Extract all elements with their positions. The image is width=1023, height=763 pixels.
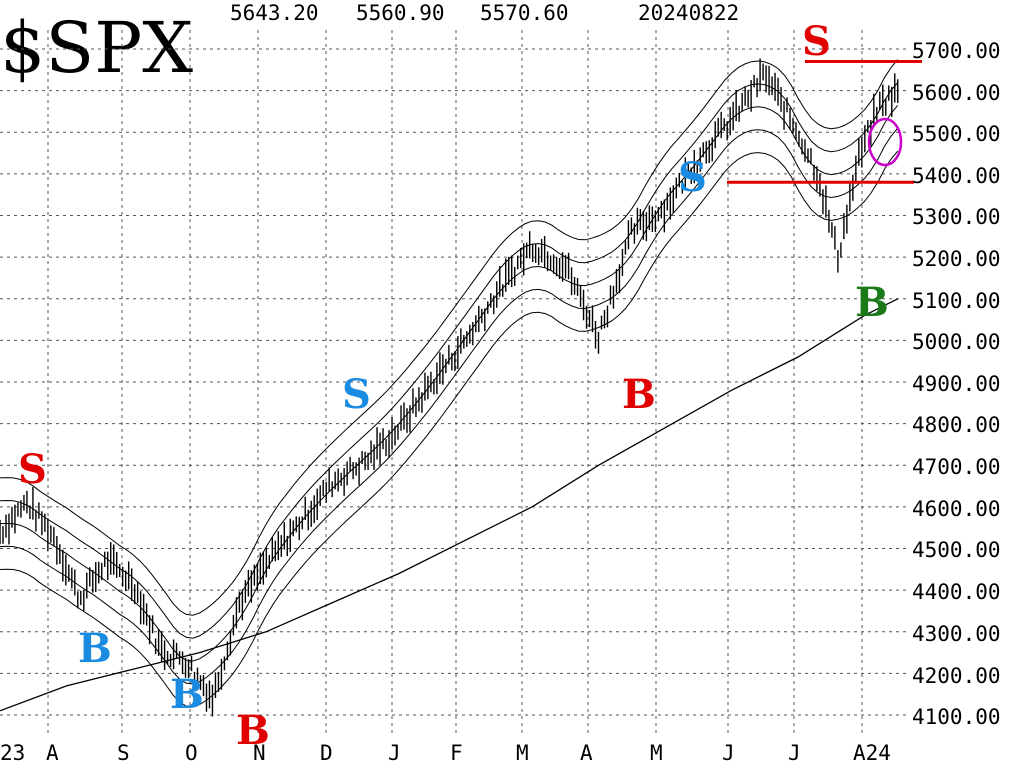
buy-signal-label: B (170, 671, 204, 718)
x-tick-label: J (788, 741, 801, 763)
y-tick-label: 5100.00 (912, 289, 1001, 313)
y-tick-label: 4900.00 (912, 372, 1001, 396)
x-tick-label: M (650, 741, 663, 763)
x-tick-label: 23 (0, 741, 25, 763)
x-tick-label: A (580, 741, 593, 763)
band-line (0, 59, 899, 616)
buy-signal-label: B (855, 279, 889, 326)
header-date: 20240822 (638, 1, 739, 25)
buy-signal-label: B (78, 625, 112, 672)
x-tick-label: J (722, 741, 735, 763)
y-tick-label: 4800.00 (912, 413, 1001, 437)
x-tick-label: D (320, 741, 333, 763)
header-value-2: 5560.90 (356, 1, 445, 25)
y-tick-label: 4400.00 (912, 580, 1001, 604)
y-tick-label: 5200.00 (912, 247, 1001, 271)
header-value-3: 5570.60 (480, 1, 569, 25)
x-tick-label: N (253, 741, 266, 763)
buy-signal-label: B (236, 707, 270, 754)
band-line (0, 150, 899, 708)
x-tick-label: S (117, 741, 130, 763)
header-value-1: 5643.20 (230, 1, 319, 25)
x-tick-label: A24 (853, 741, 891, 763)
x-tick-label: J (388, 741, 401, 763)
price-series (0, 58, 899, 717)
y-tick-label: 5700.00 (912, 39, 1001, 63)
y-tick-label: 5600.00 (912, 81, 1001, 105)
x-tick-label: A (46, 741, 59, 763)
y-tick-label: 4600.00 (912, 497, 1001, 521)
y-tick-label: 5500.00 (912, 122, 1001, 146)
chart-title: $SPX (0, 7, 193, 89)
grid (0, 30, 908, 735)
sell-signal-label: S (802, 18, 831, 65)
x-axis-labels: 23 A S O N D J F M A M J J A24 (0, 741, 891, 763)
x-tick-label: M (516, 741, 529, 763)
y-axis-labels: 4100.00 4200.00 4300.00 4400.00 4500.00 … (912, 39, 1001, 729)
y-tick-label: 4300.00 (912, 622, 1001, 646)
sell-signal-label: S (678, 154, 707, 201)
y-tick-label: 5300.00 (912, 205, 1001, 229)
sell-signal-label: S (18, 446, 47, 493)
band-line (0, 82, 899, 639)
y-tick-label: 5400.00 (912, 164, 1001, 188)
buy-signal-label: B (622, 371, 656, 418)
signal-annotations: S B B B S B S S B (18, 18, 889, 754)
long-moving-average-line (0, 298, 899, 712)
sell-signal-label: S (342, 371, 371, 418)
x-tick-label: F (450, 741, 463, 763)
x-tick-label: O (185, 741, 198, 763)
y-tick-label: 4700.00 (912, 455, 1001, 479)
highlight-ellipse (867, 117, 903, 167)
horizontal-lines (727, 59, 922, 184)
y-tick-label: 4200.00 (912, 664, 1001, 688)
y-tick-label: 4500.00 (912, 538, 1001, 562)
y-tick-label: 5000.00 (912, 330, 1001, 354)
y-tick-label: 4100.00 (912, 705, 1001, 729)
